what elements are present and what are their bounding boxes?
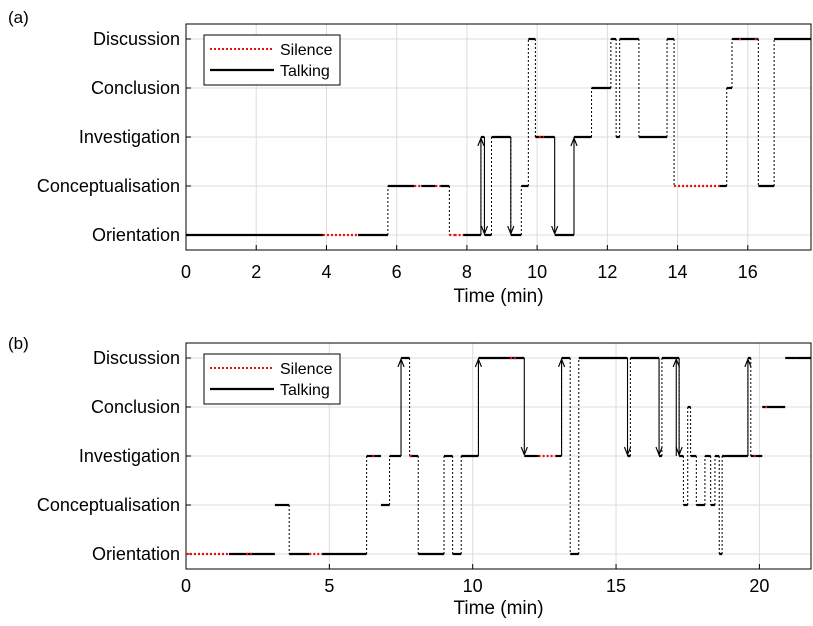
y-tick-label: Conclusion <box>91 397 180 417</box>
x-tick-label: 12 <box>597 262 617 282</box>
x-tick-label: 15 <box>606 576 626 596</box>
x-tick-label: 10 <box>527 262 547 282</box>
chart-panel-a: (a) 0 2 4 6 8 10 12 14 16 Orientation Conceptualisa… <box>8 8 812 307</box>
y-tick-label: Conceptualisation <box>37 176 180 196</box>
x-tick-label: 6 <box>392 262 402 282</box>
x-axis-title: Time (min) <box>453 598 543 619</box>
x-tick-label: 0 <box>181 262 191 282</box>
x-tick-label: 5 <box>324 576 334 596</box>
x-tick-label: 14 <box>668 262 688 282</box>
legend-label-talking: Talking <box>280 63 330 80</box>
y-tick-label: Orientation <box>92 544 180 564</box>
panel-label: (b) <box>8 334 29 353</box>
x-tick-label: 0 <box>181 576 191 596</box>
x-tick-label: 2 <box>251 262 261 282</box>
panel-label: (a) <box>8 8 29 27</box>
legend-box <box>203 34 341 86</box>
x-tick-label: 8 <box>462 262 472 282</box>
y-tick-label: Discussion <box>93 348 180 368</box>
y-tick-label: Investigation <box>79 446 180 466</box>
chart-panel-b: (b) 0 5 10 15 20 Orientation Conceptualisation I… <box>8 334 812 619</box>
y-tick-label: Conclusion <box>91 78 180 98</box>
legend-label-silence: Silence <box>280 361 333 378</box>
legend-box <box>203 353 341 405</box>
y-tick-label: Orientation <box>92 225 180 245</box>
x-tick-label: 4 <box>321 262 331 282</box>
x-tick-label: 10 <box>463 576 483 596</box>
legend-label-talking: Talking <box>280 382 330 399</box>
x-tick-label: 16 <box>738 262 758 282</box>
legend-label-silence: Silence <box>280 42 333 59</box>
y-tick-label: Conceptualisation <box>37 495 180 515</box>
x-axis-title: Time (min) <box>453 286 543 307</box>
y-tick-label: Investigation <box>79 127 180 147</box>
y-tick-label: Discussion <box>93 29 180 49</box>
x-tick-label: 20 <box>749 576 769 596</box>
